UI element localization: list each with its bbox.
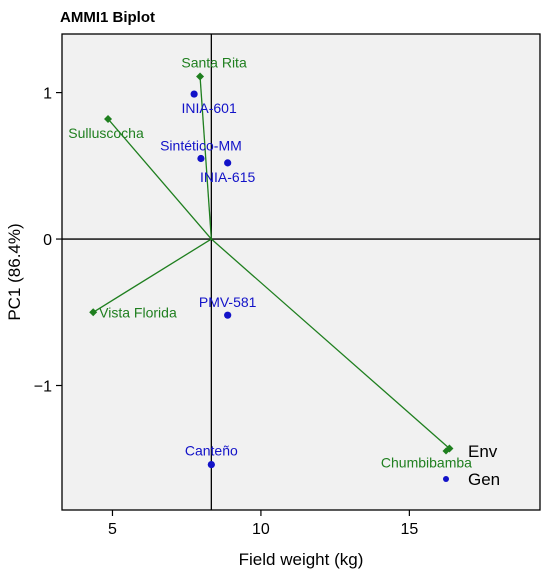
env-vector-line (107, 118, 212, 240)
data-points (89, 72, 454, 469)
x-tick-label: 5 (108, 521, 117, 538)
env-vectors (92, 76, 450, 449)
env-point-label: Vista Florida (99, 304, 177, 320)
y-tick-label: −1 (34, 379, 52, 396)
gen-point-marker (190, 90, 198, 98)
legend-env-label: Env (468, 442, 498, 461)
env-vector-line (199, 76, 212, 240)
gen-point-label: INIA-615 (200, 169, 255, 185)
x-tick-label: 15 (400, 521, 418, 538)
env-point-label: Chumbibamba (381, 454, 472, 470)
x-tick-label: 10 (252, 521, 270, 538)
gen-point-marker (224, 311, 232, 319)
x-axis-title: Field weight (kg) (239, 550, 364, 569)
legend-gen-marker (443, 476, 449, 482)
y-tick-label: 1 (43, 86, 52, 103)
env-point-marker (104, 114, 113, 123)
env-vector-line (210, 238, 450, 449)
gen-point-marker (224, 159, 232, 167)
y-axis-title: PC1 (86.4%) (5, 223, 24, 320)
env-point-label: Santa Rita (181, 54, 247, 70)
gen-point-label: Sintético-MM (160, 137, 242, 153)
env-point-marker (196, 72, 205, 81)
legend: Env Gen (442, 442, 500, 489)
legend-gen-label: Gen (468, 470, 500, 489)
legend-env-marker (442, 447, 450, 455)
gen-point-label: INIA-601 (181, 100, 236, 116)
gen-point-marker (207, 460, 215, 469)
env-vector-line (92, 238, 212, 313)
plot-area (62, 34, 540, 510)
y-tick-label: 0 (43, 232, 52, 249)
gen-point-marker (197, 154, 205, 163)
env-point-label: Sulluscocha (68, 125, 144, 141)
reference-lines (62, 34, 540, 510)
point-labels: Santa Rita Sulluscocha Vista Florida Chumbi… (68, 54, 472, 470)
chart-title: AMMI1 Biplot (60, 9, 155, 26)
gen-point-label: Canteño (185, 443, 238, 459)
plot-frame (61, 33, 541, 511)
gen-point-label: PMV-581 (199, 294, 257, 310)
env-point-marker (89, 308, 98, 317)
